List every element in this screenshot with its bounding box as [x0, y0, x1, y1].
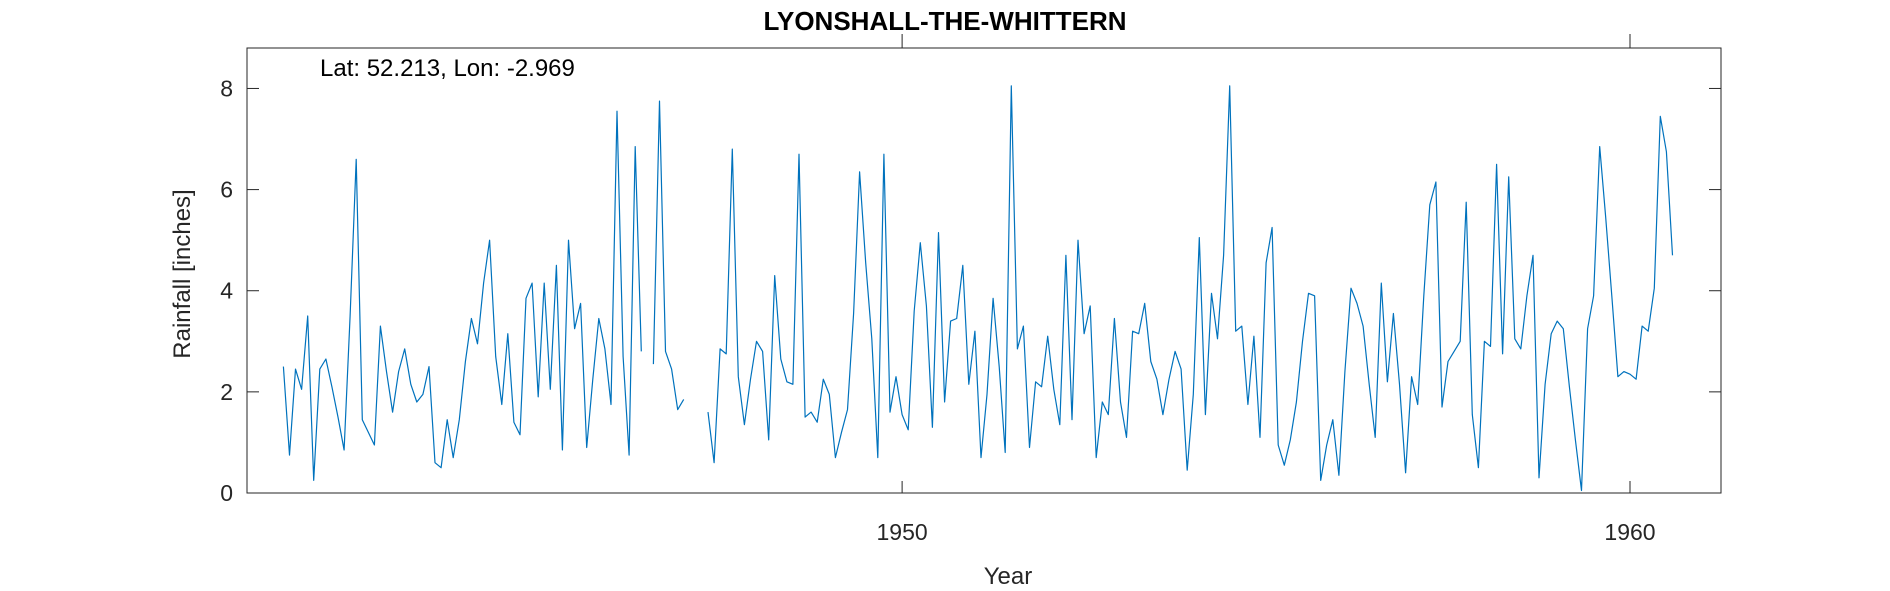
y-axis-ticks: 0 2 4 6 8 [220, 75, 1721, 506]
x-tick-label: 1960 [1604, 519, 1655, 545]
x-axis-ticks: 1950 1960 [877, 34, 1656, 545]
plot-frame [246, 47, 1722, 494]
x-tick-label: 1950 [877, 519, 928, 545]
series-line [652, 100, 685, 411]
location-annotation: Lat: 52.213, Lon: -2.969 [320, 55, 575, 82]
y-tick-label: 2 [220, 379, 233, 405]
x-axis-label: Year [984, 563, 1033, 590]
chart-title: LYONSHALL-THE-WHITTERN [763, 6, 1126, 36]
series-line [707, 85, 1674, 492]
series-line [282, 110, 642, 481]
y-tick-label: 4 [220, 278, 233, 304]
y-tick-label: 8 [220, 75, 233, 101]
series-layer [282, 85, 1674, 492]
y-axis-label: Rainfall [inches] [169, 189, 196, 358]
y-tick-label: 6 [220, 177, 233, 203]
y-tick-label: 0 [220, 480, 233, 506]
plot-area: 0 2 4 6 8 1950 1960 [220, 34, 1722, 545]
